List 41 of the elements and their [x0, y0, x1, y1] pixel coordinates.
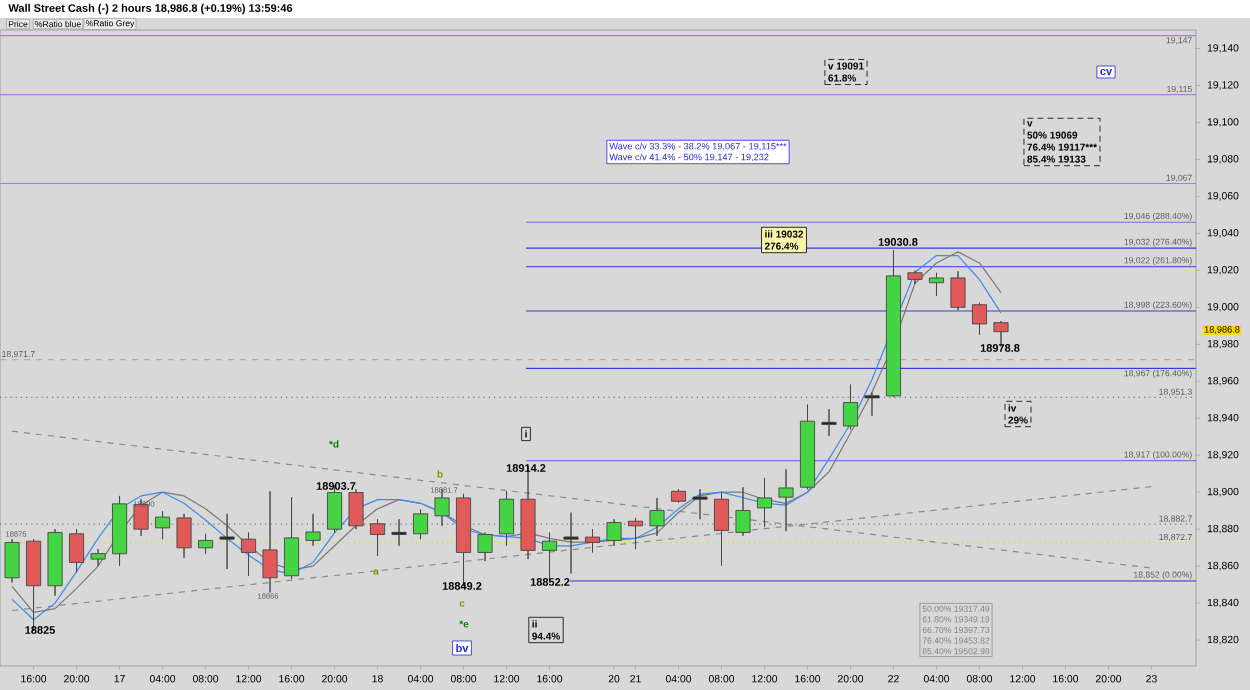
candlestick — [90, 548, 106, 567]
candlestick — [262, 490, 278, 593]
candlestick — [69, 528, 85, 573]
candlestick — [498, 490, 515, 547]
candlestick — [606, 518, 622, 547]
candlestick — [778, 468, 794, 532]
candlestick — [219, 513, 235, 570]
candlestick — [477, 532, 493, 562]
candlestick — [670, 488, 687, 503]
candlestick — [563, 512, 579, 574]
candlestick — [735, 486, 751, 537]
candlestick — [649, 497, 665, 537]
candlestick — [821, 408, 837, 437]
candlestick — [584, 528, 601, 553]
candlestick — [112, 495, 128, 567]
candlestick — [692, 488, 708, 520]
candlestick — [627, 517, 644, 550]
candlestick — [541, 532, 558, 582]
candlestick — [284, 496, 300, 580]
candlestick — [993, 320, 1009, 347]
candlestick — [864, 392, 880, 417]
candlestick — [799, 404, 816, 490]
candlestick — [47, 528, 63, 597]
candlestick — [240, 532, 257, 577]
candlestick — [756, 477, 773, 528]
candlestick — [885, 249, 902, 398]
candlestick — [950, 270, 966, 311]
candlestick — [176, 513, 192, 559]
candlestick — [907, 270, 923, 285]
candlestick — [348, 488, 364, 530]
candlestick — [305, 513, 321, 547]
candlestick — [155, 510, 171, 540]
candlestick — [412, 508, 429, 540]
candlestick — [971, 302, 988, 336]
candlestick — [391, 518, 407, 547]
candlestick — [928, 272, 945, 297]
candlestick — [198, 533, 214, 555]
candlestick — [842, 384, 859, 430]
candlestick — [4, 538, 20, 583]
candlestick — [713, 492, 730, 567]
candlestick — [369, 518, 386, 557]
